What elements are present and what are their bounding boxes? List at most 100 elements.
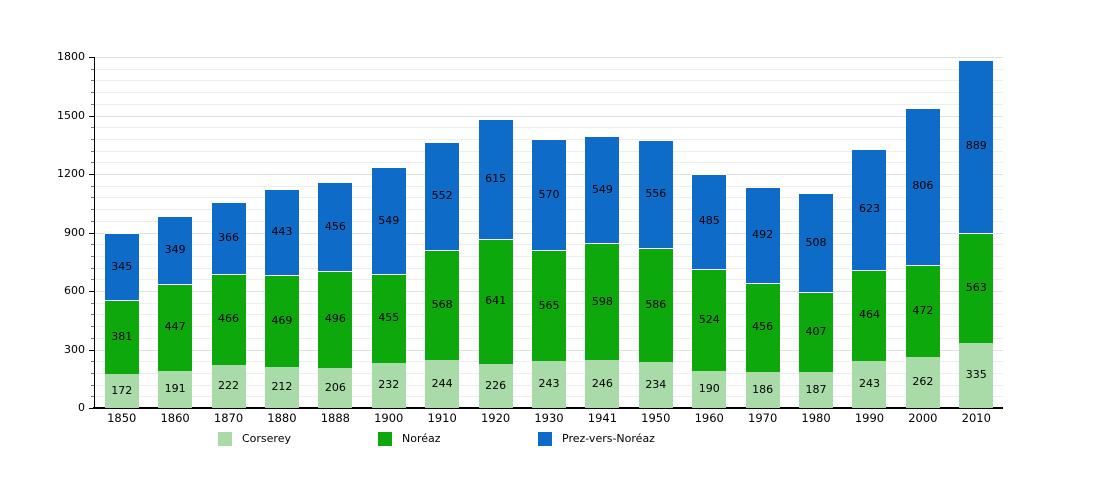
bar-segment-corserey-1888 [318,367,353,408]
y-axis-tick [91,92,95,94]
bar-segment-prez-vers-nor-az-1980 [799,193,834,293]
bar-value-label: 246 [591,377,613,390]
bar-segment-prez-vers-nor-az-1880 [264,188,299,276]
x-axis-tick-label: 1910 [427,411,457,425]
y-axis-tick [89,115,95,117]
bar-segment-nor-az-2000 [905,264,940,357]
bar-segment-nor-az-2010 [959,232,994,343]
x-axis-tick-label: 1920 [480,411,511,425]
bar-segment-nor-az-1860 [158,283,193,371]
bar-value-label: 806 [912,179,934,193]
x-axis-tick-label: 2000 [908,411,938,425]
bar-segment-corserey-1980 [799,371,834,408]
bar-value-label: 469 [271,313,293,327]
y-axis-tick [91,361,95,363]
bar-segment-corserey-1990 [852,360,887,408]
legend-entry-corserey: Corserey [218,431,291,446]
bar-value-label: 508 [805,235,827,249]
bar-segment-nor-az-1888 [318,271,353,368]
bar-segment-nor-az-1910 [425,249,460,361]
gridline [95,57,1003,58]
bar-segment-corserey-1950 [638,362,673,408]
bar-segment-nor-az-1941 [585,243,620,361]
bar-segment-prez-vers-nor-az-1850 [104,232,139,301]
y-axis-tick [91,185,95,187]
bar-segment-corserey-2000 [905,356,940,408]
bar-segment-nor-az-1960 [692,268,727,371]
bar-segment-prez-vers-nor-az-1930 [532,139,566,251]
x-axis-tick-label: 1941 [587,411,618,425]
bar-value-label: 366 [218,231,240,245]
bar-value-label: 549 [591,182,613,196]
bar-value-label: 243 [858,377,880,391]
x-axis-tick-label: 1860 [160,411,190,425]
bar-segment-prez-vers-nor-az-2010 [959,59,994,233]
bar-value-label: 598 [591,294,613,308]
y-axis-tick [91,68,95,70]
gridline [95,80,1003,82]
gridline [95,115,1003,117]
x-axis-tick-label: 1990 [854,411,885,425]
bar-segment-nor-az-1930 [532,250,566,361]
bar-segment-prez-vers-nor-az-1900 [371,166,406,275]
bar-segment-corserey-1960 [692,370,727,408]
bar-segment-prez-vers-nor-az-1941 [585,136,620,244]
bar-value-label: 443 [271,225,293,238]
y-axis-tick-label: 1800 [57,50,85,63]
y-axis-tick [91,326,95,328]
bar-value-label: 549 [378,213,400,227]
y-axis-tick [89,174,95,175]
y-axis-tick [91,302,95,304]
y-axis-tick [91,267,95,269]
y-axis-tick [91,396,95,398]
x-axis-line [93,407,1003,409]
y-axis-tick [91,244,95,246]
bar-segment-corserey-1910 [425,360,460,408]
y-axis-tick [89,232,95,234]
bar-value-label: 232 [378,378,400,392]
bar-value-label: 206 [324,380,346,394]
x-axis-tick-label: 1888 [320,411,350,425]
bar-value-label: 262 [912,375,934,389]
bar-segment-corserey-1870 [211,364,246,408]
bar-value-label: 556 [645,186,667,200]
bar-segment-corserey-1860 [158,370,193,408]
x-axis-tick-label: 1950 [641,411,671,425]
bar-segment-corserey-1970 [745,371,780,408]
bar-segment-corserey-2010 [959,342,994,408]
bar-value-label: 244 [431,377,453,391]
y-axis-tick [89,291,95,292]
legend-entry-prez-vers-nor-az: Prez-vers-Noréaz [538,431,655,446]
bar-segment-nor-az-1880 [264,275,299,367]
bar-value-label: 496 [324,312,346,326]
legend-label: Prez-vers-Noréaz [562,432,655,445]
bar-segment-prez-vers-nor-az-2000 [905,107,940,265]
bar-segment-prez-vers-nor-az-1920 [478,119,513,239]
bar-value-label: 586 [645,298,667,312]
x-axis-tick-label: 1870 [213,411,244,425]
bar-value-label: 889 [965,139,987,153]
y-axis-tick [91,150,95,152]
bar-value-label: 447 [164,320,186,334]
bar-segment-nor-az-1990 [852,270,887,361]
y-axis-tick [89,57,95,58]
bar-value-label: 570 [538,187,560,201]
bar-value-label: 485 [698,214,720,228]
bar-segment-prez-vers-nor-az-1860 [158,215,193,284]
x-axis-tick-label: 1880 [267,411,297,425]
y-axis-tick [91,127,95,129]
bar-value-label: 187 [805,382,827,396]
bar-value-label: 407 [805,324,827,338]
y-axis-tick-label: 600 [64,284,85,297]
bar-segment-nor-az-1980 [799,292,834,372]
y-axis-tick [91,279,95,281]
legend-swatch [378,431,392,446]
bar-segment-prez-vers-nor-az-1888 [318,182,353,272]
bar-segment-prez-vers-nor-az-1870 [211,202,246,274]
y-axis-tick [91,197,95,199]
y-axis-tick [91,138,95,140]
y-axis-tick-label: 0 [78,401,85,414]
bar-segment-nor-az-1900 [371,274,406,363]
bar-value-label: 186 [752,382,774,396]
